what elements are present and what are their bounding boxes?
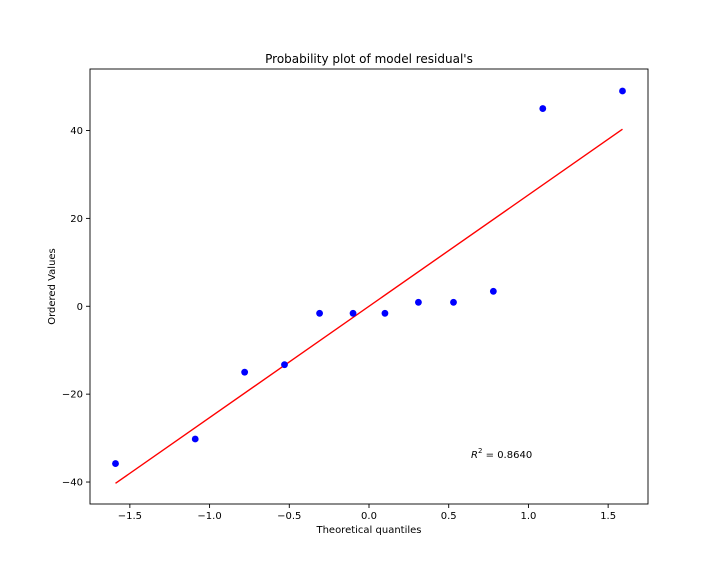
- y-tick-label: 0: [77, 302, 83, 313]
- y-tick-label: 20: [70, 214, 83, 225]
- data-point: [112, 460, 119, 467]
- plot-area: [112, 87, 626, 484]
- data-point: [539, 105, 547, 112]
- data-point: [349, 309, 357, 317]
- y-tick-label: 40: [70, 126, 83, 137]
- y-tick-label: −20: [62, 390, 83, 401]
- y-axis-label: Ordered Values: [47, 248, 58, 325]
- x-axis-label: Theoretical quantiles: [315, 525, 421, 536]
- r-squared-superscript: 2: [478, 447, 482, 455]
- data-point: [415, 298, 422, 306]
- x-tick-label: 1.5: [600, 511, 616, 522]
- data-point: [489, 287, 497, 295]
- x-tick-label: −0.5: [277, 511, 301, 522]
- data-point: [281, 361, 288, 369]
- x-tick-label: 0.5: [441, 511, 457, 522]
- x-tick-label: 0.0: [361, 511, 377, 522]
- r-squared-value: = 0.8640: [482, 450, 532, 461]
- x-tick-label: −1.0: [197, 511, 221, 522]
- y-axis-ticks: −40 −20 0 20 40: [62, 126, 90, 489]
- x-tick-label: 1.0: [520, 511, 536, 522]
- x-axis-ticks: −1.5 −1.0 −0.5 0.0 0.5 1.0 1.5: [118, 504, 616, 522]
- data-point: [241, 368, 249, 376]
- r-squared-symbol: R: [471, 450, 478, 461]
- chart-title: Probability plot of model residual's: [265, 52, 473, 66]
- fit-line: [115, 128, 623, 484]
- data-point: [316, 309, 323, 317]
- data-point: [619, 87, 626, 95]
- x-tick-label: −1.5: [118, 511, 142, 522]
- data-point: [450, 298, 457, 306]
- data-point: [191, 435, 199, 443]
- data-point: [381, 309, 389, 317]
- r-squared-annotation: R2 = 0.8640: [471, 447, 532, 461]
- y-tick-label: −40: [62, 478, 83, 489]
